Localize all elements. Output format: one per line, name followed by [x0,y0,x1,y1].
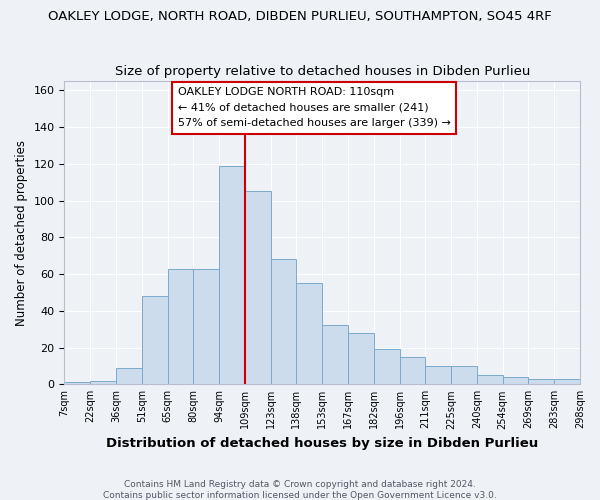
Bar [142,296,167,384]
Bar [116,368,142,384]
Bar [529,379,554,384]
Bar [400,356,425,384]
Text: OAKLEY LODGE, NORTH ROAD, DIBDEN PURLIEU, SOUTHAMPTON, SO45 4RF: OAKLEY LODGE, NORTH ROAD, DIBDEN PURLIEU… [48,10,552,23]
Bar [90,380,116,384]
Title: Size of property relative to detached houses in Dibden Purlieu: Size of property relative to detached ho… [115,66,530,78]
Bar [554,379,580,384]
Bar [451,366,477,384]
Text: Contains HM Land Registry data © Crown copyright and database right 2024.
Contai: Contains HM Land Registry data © Crown c… [103,480,497,500]
Bar [374,350,400,384]
Bar [219,166,245,384]
Bar [193,268,219,384]
Bar [296,283,322,384]
Bar [425,366,451,384]
X-axis label: Distribution of detached houses by size in Dibden Purlieu: Distribution of detached houses by size … [106,437,538,450]
Bar [477,375,503,384]
Text: OAKLEY LODGE NORTH ROAD: 110sqm
← 41% of detached houses are smaller (241)
57% o: OAKLEY LODGE NORTH ROAD: 110sqm ← 41% of… [178,87,451,128]
Bar [64,382,90,384]
Bar [271,260,296,384]
Bar [503,377,529,384]
Bar [348,333,374,384]
Bar [245,192,271,384]
Bar [322,326,348,384]
Y-axis label: Number of detached properties: Number of detached properties [15,140,28,326]
Bar [167,268,193,384]
